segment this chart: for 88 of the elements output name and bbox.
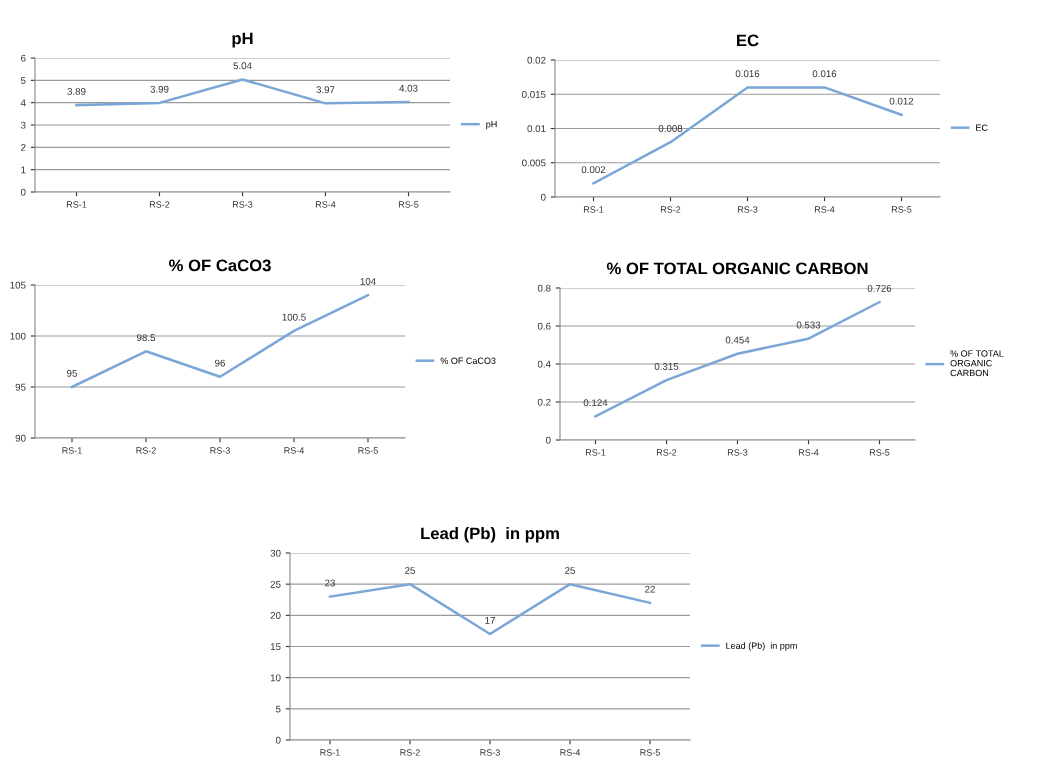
data-label: 0.002 [581, 166, 606, 174]
x-tick-label: RS-1 [585, 449, 606, 456]
y-tick-label: 0.8 [537, 284, 551, 292]
legend-label: Lead (Pb) in ppm [726, 642, 797, 651]
y-tick-label: 30 [270, 549, 281, 557]
y-tick-label: 3 [20, 121, 26, 129]
legend-label: EC [976, 124, 988, 131]
y-tick-label: 15 [270, 643, 281, 651]
y-tick-label: 0.015 [522, 90, 546, 98]
y-tick-label: 0.2 [537, 398, 551, 406]
y-tick-label: 5 [275, 705, 281, 713]
x-tick-label: RS-5 [398, 201, 419, 208]
data-label: 4.03 [399, 84, 418, 92]
y-tick-label: 0.4 [537, 360, 551, 368]
y-tick-label: 1 [21, 166, 26, 174]
x-tick-label: RS-4 [798, 449, 819, 456]
y-tick-label: 20 [270, 612, 281, 619]
y-tick-label: 0.01 [527, 125, 546, 133]
data-label: 0.124 [583, 399, 608, 407]
y-tick-label: 5 [20, 77, 26, 84]
data-label: 3.89 [67, 87, 86, 95]
x-tick-label: RS-3 [480, 749, 500, 756]
x-tick-label: RS-3 [210, 447, 230, 454]
x-tick-label: RS-2 [400, 749, 420, 756]
chart-title: % OF CaCO3 [169, 259, 271, 272]
y-tick-label: 0 [20, 188, 26, 196]
y-tick-label: 0 [540, 193, 546, 201]
data-label: 0.016 [812, 70, 837, 78]
chart-title: EC [737, 34, 759, 47]
x-tick-label: RS-5 [891, 206, 912, 213]
x-tick-label: RS-1 [66, 201, 87, 208]
data-label: 0.726 [867, 284, 892, 292]
data-label: 0.012 [889, 97, 914, 105]
y-tick-label: 0 [275, 736, 281, 744]
y-tick-label: 6 [21, 54, 26, 62]
chart-title: % OF TOTAL ORGANIC CARBON [606, 262, 868, 275]
data-label: 3.97 [316, 86, 335, 94]
data-label: 22 [645, 585, 655, 593]
x-tick-label: RS-4 [284, 447, 305, 454]
data-label: 96 [215, 359, 225, 367]
y-tick-label: 0.02 [527, 56, 546, 64]
x-tick-label: RS-2 [656, 449, 677, 456]
x-tick-label: RS-1 [62, 447, 82, 454]
y-tick-label: 10 [270, 674, 281, 682]
data-label: 25 [405, 567, 415, 574]
x-tick-label: RS-2 [136, 447, 156, 454]
data-label: 0.454 [725, 336, 750, 344]
data-label: 25 [565, 567, 575, 574]
y-tick-label: 4 [20, 99, 26, 107]
legend-label: pH [486, 121, 497, 130]
data-label: 5.04 [233, 62, 252, 70]
data-label: 17 [485, 616, 495, 624]
legend-label: % OF CaCO3 [440, 357, 496, 364]
y-tick-label: 25 [270, 580, 281, 588]
data-label: 23 [325, 579, 335, 587]
y-tick-label: 100 [10, 332, 26, 340]
x-tick-label: RS-4 [560, 749, 581, 756]
x-tick-label: RS-1 [320, 749, 340, 756]
x-tick-label: RS-2 [660, 206, 681, 213]
x-tick-label: RS-3 [737, 206, 758, 213]
x-tick-label: RS-3 [727, 449, 748, 456]
data-label: 100.5 [282, 313, 306, 321]
chart-title: Lead (Pb) in ppm [421, 527, 559, 543]
data-label: 95 [67, 369, 77, 377]
x-tick-label: RS-5 [640, 749, 660, 756]
x-tick-label: RS-4 [315, 201, 336, 208]
y-tick-label: 0.6 [537, 322, 551, 330]
y-tick-label: 95 [15, 383, 26, 391]
chart-title: pH [232, 32, 253, 48]
x-tick-label: RS-5 [869, 449, 890, 456]
y-tick-label: 0 [545, 436, 551, 444]
x-tick-label: RS-1 [583, 206, 604, 213]
data-label: 0.533 [796, 321, 821, 329]
data-label: 0.016 [735, 70, 760, 78]
x-tick-label: RS-3 [232, 201, 253, 208]
x-tick-label: RS-5 [358, 447, 378, 454]
data-label: 0.315 [654, 363, 679, 370]
data-label: 104 [360, 278, 376, 285]
x-tick-label: RS-2 [149, 201, 170, 208]
data-label: 3.99 [150, 85, 169, 93]
data-label: 0.008 [658, 125, 683, 132]
x-tick-label: RS-4 [814, 206, 835, 213]
y-tick-label: 0.005 [522, 159, 546, 167]
y-tick-label: 90 [15, 434, 26, 442]
data-label: 98.5 [137, 334, 156, 342]
legend-label: % OF TOTAL ORGANIC CARBON [950, 350, 1004, 377]
y-tick-label: 105 [10, 281, 26, 289]
y-tick-label: 2 [21, 144, 26, 151]
